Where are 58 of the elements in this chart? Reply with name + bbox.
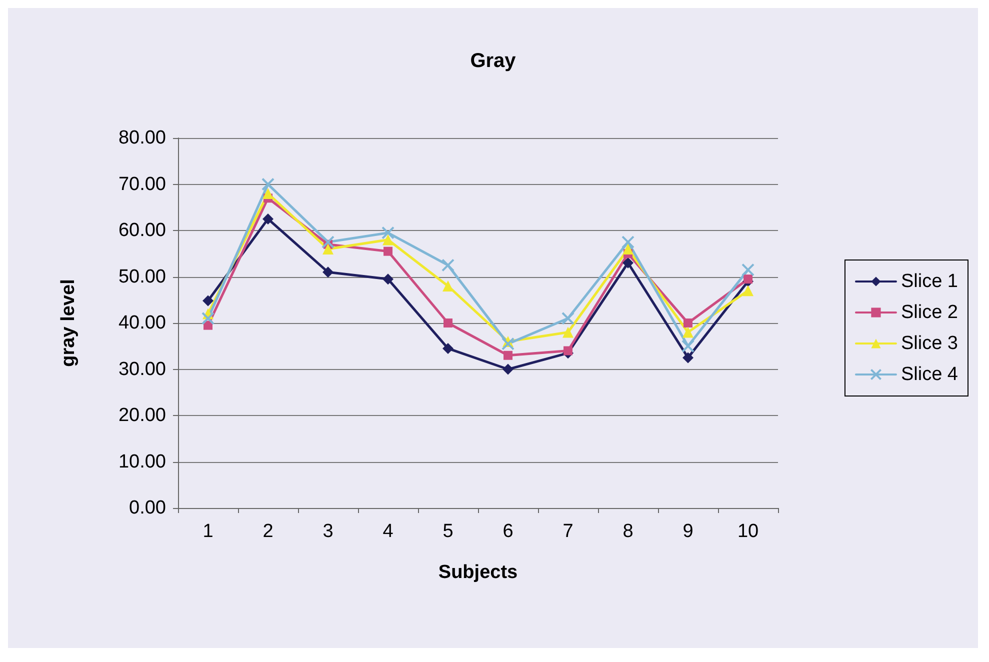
point xyxy=(682,340,694,353)
point xyxy=(202,312,214,325)
point xyxy=(622,244,634,254)
point xyxy=(442,342,454,354)
point xyxy=(382,274,394,285)
x-tick-label: 6 xyxy=(502,521,514,542)
point xyxy=(322,244,334,254)
x-tick-label: 8 xyxy=(622,521,634,542)
x-tick-label: 5 xyxy=(442,521,454,542)
point xyxy=(744,274,752,284)
point xyxy=(682,326,694,338)
point xyxy=(622,257,634,268)
y-tick-label: 70.00 xyxy=(118,174,166,195)
point xyxy=(384,246,392,256)
y-tick-label: 10.00 xyxy=(118,451,166,472)
x-tick-label: 1 xyxy=(202,521,214,542)
y-tick-label: 20.00 xyxy=(118,405,166,426)
x-tick-label: 3 xyxy=(322,521,334,542)
point xyxy=(502,337,514,350)
point xyxy=(322,236,334,249)
point xyxy=(562,326,574,338)
point xyxy=(562,312,574,325)
x-tick-label: 2 xyxy=(262,521,274,542)
point xyxy=(684,318,692,328)
legend-label: Slice 1 xyxy=(900,271,958,292)
point xyxy=(742,263,754,276)
x-axis-title: Subjects xyxy=(438,562,518,583)
point xyxy=(502,364,514,375)
point xyxy=(742,285,754,296)
x-tick-label: 4 xyxy=(382,521,394,542)
legend-label: Slice 4 xyxy=(900,364,958,385)
chart-title: Gray xyxy=(470,50,517,72)
point xyxy=(442,280,454,292)
point xyxy=(262,213,274,224)
y-tick-label: 50.00 xyxy=(118,266,166,288)
y-tick-label: 30.00 xyxy=(118,358,166,380)
point xyxy=(202,295,214,306)
x-tick-label: 9 xyxy=(682,521,694,542)
y-tick-label: 0.00 xyxy=(129,498,166,518)
point xyxy=(444,318,452,328)
x-tick-label: 10 xyxy=(737,521,759,542)
y-axis-title: gray level xyxy=(58,279,79,367)
point xyxy=(262,188,274,199)
point xyxy=(442,258,454,272)
point xyxy=(504,350,512,360)
point xyxy=(382,234,394,246)
point xyxy=(622,236,634,249)
point xyxy=(564,346,572,356)
y-tick-label: 80.00 xyxy=(118,128,166,148)
legend-label: Slice 2 xyxy=(900,302,958,323)
y-tick-label: 40.00 xyxy=(118,312,166,334)
y-tick-label: 60.00 xyxy=(118,220,166,241)
legend-label: Slice 3 xyxy=(900,333,958,354)
point xyxy=(682,352,694,364)
point xyxy=(262,178,274,191)
point xyxy=(382,226,394,240)
x-tick-label: 7 xyxy=(562,521,574,542)
point xyxy=(322,266,334,278)
